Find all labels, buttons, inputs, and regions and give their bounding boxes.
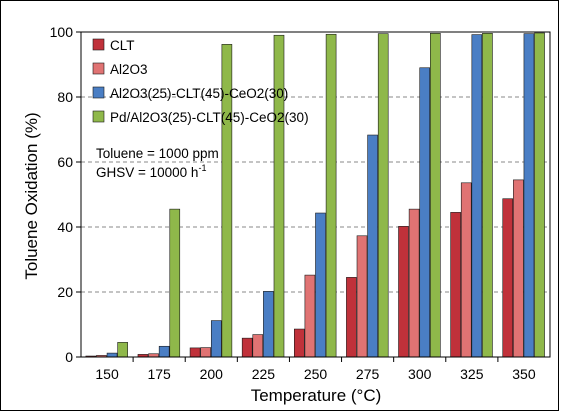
x-tick-label: 175 [147, 366, 171, 382]
annotations: Toluene = 1000 ppm GHSV = 10000 h-1 [96, 146, 219, 180]
x-tick-label: 250 [304, 366, 328, 382]
bar [273, 34, 285, 358]
bar [169, 208, 181, 358]
x-tick-label: 350 [512, 366, 536, 382]
bar [241, 337, 253, 358]
bar [293, 328, 305, 358]
y-tick-label: 80 [57, 89, 73, 105]
y-tick-label: 0 [65, 349, 73, 365]
bar [356, 235, 368, 358]
annotation-concentration: Toluene = 1000 ppm [96, 146, 219, 161]
bar [534, 32, 545, 358]
y-tick-label: 40 [57, 219, 73, 235]
bar [189, 347, 201, 358]
bar [346, 277, 357, 358]
y-tick-label: 20 [57, 284, 73, 300]
legend-swatch [92, 62, 105, 75]
bar [398, 226, 409, 358]
legend-swatch [92, 38, 105, 51]
legend-label: Al2O3 [110, 62, 148, 77]
x-tick-label: 275 [356, 366, 380, 382]
x-axis-label: Temperature (°C) [251, 386, 382, 405]
bar [367, 134, 378, 358]
plot-area-border [80, 31, 551, 358]
x-tick-label: 200 [200, 366, 224, 382]
bar [450, 212, 461, 358]
bar [304, 274, 316, 358]
y-tick-label: 60 [57, 154, 73, 170]
bar [430, 32, 441, 358]
legend-swatch [92, 86, 105, 99]
bar [419, 67, 431, 358]
bar [460, 182, 472, 358]
y-axis-label: Toluene Oxidation (%) [22, 112, 41, 279]
bar [482, 32, 493, 358]
bar [408, 208, 420, 358]
x-tick-label: 150 [95, 366, 119, 382]
bar [325, 33, 337, 358]
annotation-ghsv-superscript: -1 [198, 163, 206, 173]
bar [200, 347, 211, 358]
annotation-ghsv-text: GHSV = 10000 h [96, 165, 198, 180]
bar [106, 352, 118, 358]
x-tick-label: 225 [252, 366, 276, 382]
bar [263, 291, 274, 358]
y-tick-labels: 0 20 40 60 80 100 [50, 24, 74, 365]
y-tick-label: 100 [50, 24, 74, 40]
annotation-ghsv: GHSV = 10000 h-1 [96, 163, 206, 180]
bar [210, 320, 222, 358]
axes [76, 31, 551, 362]
bar [523, 33, 535, 358]
bar [471, 34, 483, 358]
bars [85, 32, 545, 358]
bar [252, 334, 264, 358]
legend: CLT Al2O3 Al2O3(25)-CLT(45)-CeO2(30) Pd/Al2… [92, 38, 309, 125]
legend-label: CLT [110, 38, 135, 53]
bar [158, 345, 170, 358]
bar [502, 198, 514, 358]
bar [377, 33, 389, 358]
legend-label: Pd/Al2O3(25)-CLT(45)-CeO2(30) [110, 110, 309, 125]
bar [513, 179, 524, 358]
legend-swatch [92, 110, 105, 123]
legend-label: Al2O3(25)-CLT(45)-CeO2(30) [110, 86, 288, 101]
bar [315, 212, 326, 358]
x-tick-labels: 150 175 200 225 250 275 300 325 350 [95, 366, 535, 382]
x-tick-label: 300 [408, 366, 432, 382]
bar [117, 342, 128, 358]
x-tick-label: 325 [460, 366, 484, 382]
